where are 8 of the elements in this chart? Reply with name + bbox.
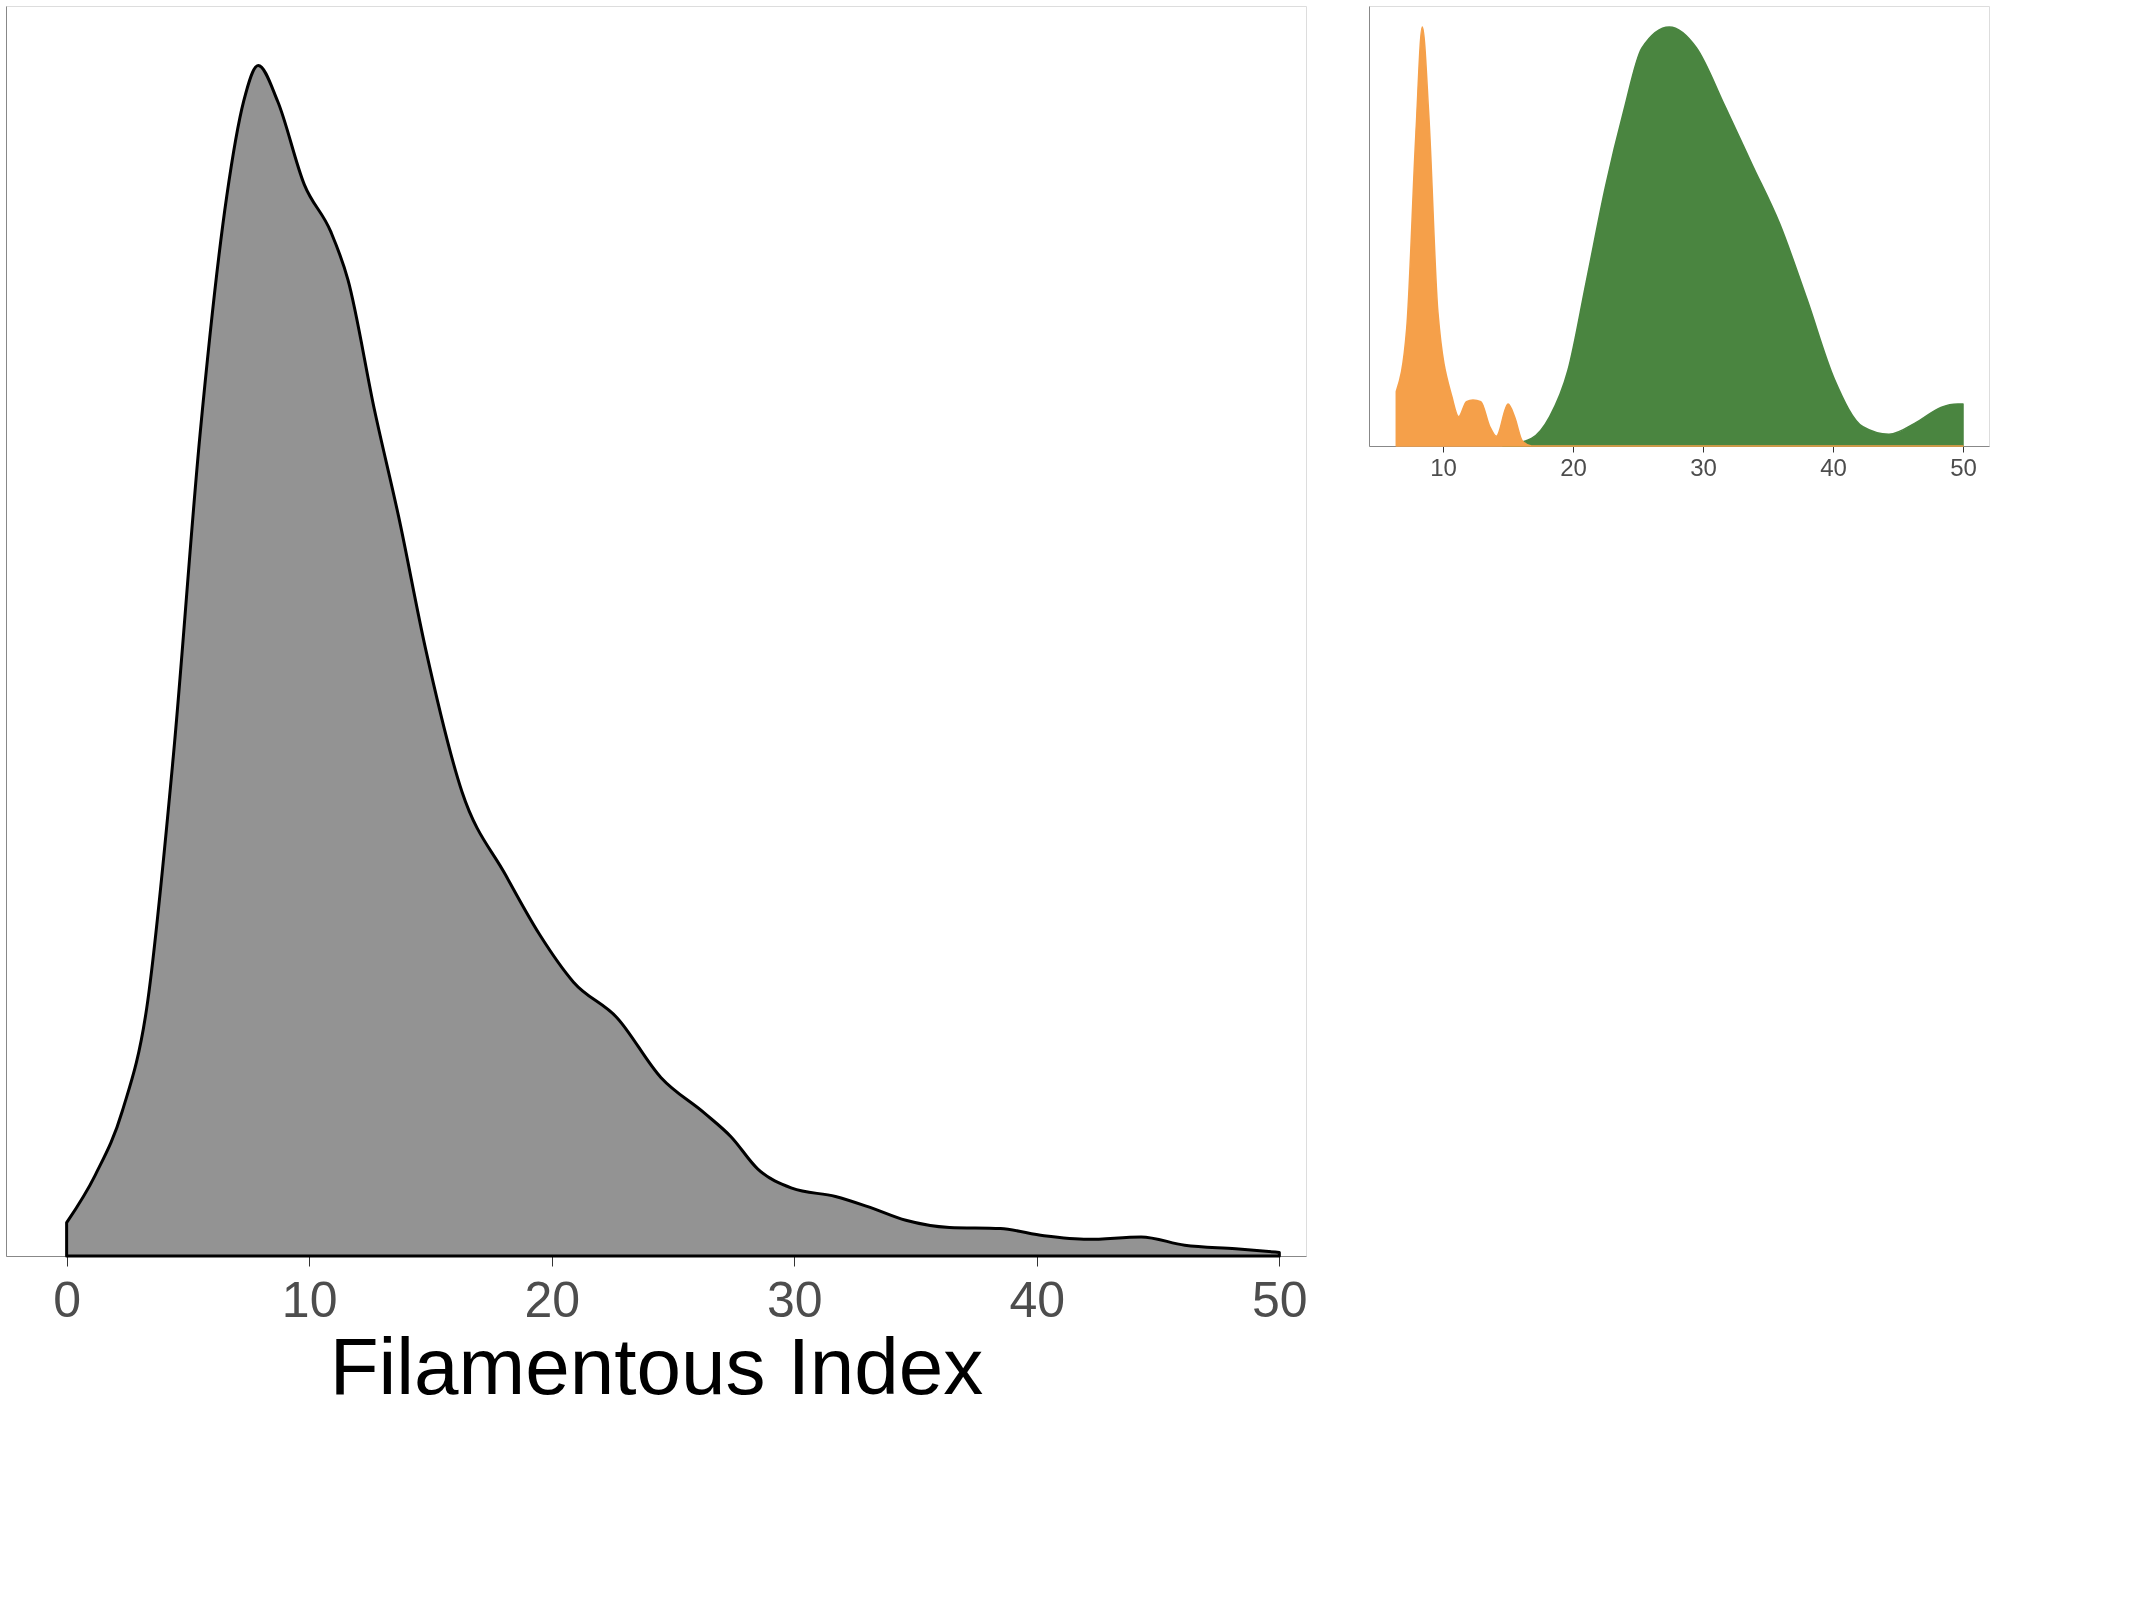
x-tick-label: 30: [1690, 453, 1717, 481]
x-tick-label: 0: [53, 1271, 82, 1328]
x-tick-label: 10: [1430, 453, 1457, 481]
x-tick-label: 40: [1820, 453, 1847, 481]
x-tick-label: 40: [1009, 1271, 1066, 1328]
x-tick-label: 20: [1560, 453, 1587, 481]
x-tick-label: 50: [1950, 453, 1977, 481]
x-tick-label: 50: [1252, 1271, 1308, 1328]
